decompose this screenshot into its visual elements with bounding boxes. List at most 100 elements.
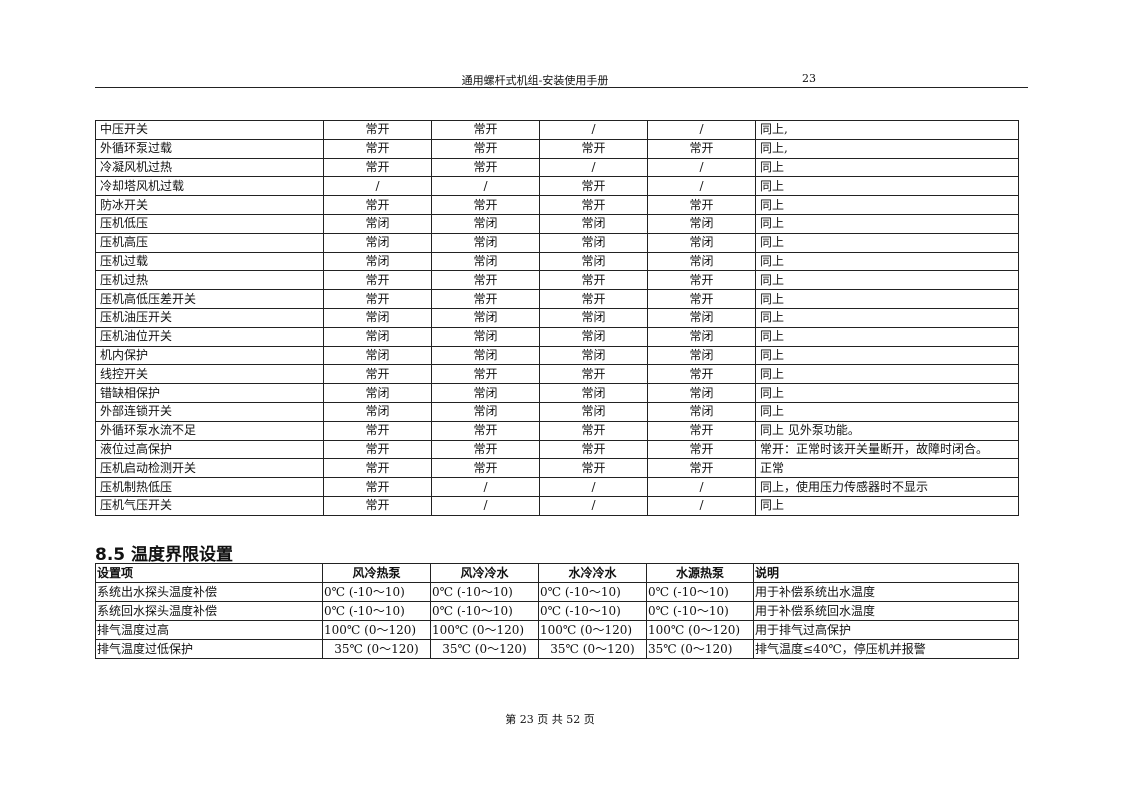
value-cell: 常闭 (431, 232, 540, 253)
remark-cell: 同上 (755, 195, 1019, 215)
value-cell: 0℃ (-10～10) (646, 582, 754, 602)
value-cell: 常闭 (323, 232, 432, 253)
row-label: 压机低压 (95, 213, 324, 234)
row-label: 机内保护 (95, 345, 324, 366)
value-cell: 常闭 (323, 401, 432, 422)
value-cell: 水源热泵 (646, 563, 754, 583)
row-label: 外循环泵水流不足 (95, 420, 324, 441)
remark-cell: 排气温度≤40℃，停压机并报警 (753, 639, 1019, 659)
value-cell: 常开 (539, 458, 648, 479)
table-row: 防冰开关 常开 常开 常开 常开 同上 (95, 195, 1019, 215)
row-label: 中压开关 (95, 120, 324, 140)
value-cell: 常闭 (539, 401, 648, 422)
row-label: 排气温度过高 (95, 620, 323, 640)
value-cell: 常闭 (647, 326, 756, 347)
row-label: 压机油位开关 (95, 326, 324, 347)
remark-cell: 正常 (755, 458, 1019, 479)
row-label: 压机过载 (95, 251, 324, 272)
value-cell: / (323, 176, 432, 197)
row-label: 压机油压开关 (95, 307, 324, 328)
value-cell: 35℃ (0～120) (538, 639, 647, 659)
value-cell: 常开 (431, 364, 540, 385)
table-row: 压机高压 常闭 常闭 常闭 常闭 同上 (95, 232, 1019, 253)
table-row: 压机高低压差开关 常开 常开 常开 常开 同上 (95, 289, 1019, 309)
value-cell: 常开 (647, 420, 756, 441)
table-row: 液位过高保护 常开 常开 常开 常开 常开：正常时该开关量断开，故障时闭合。 (95, 439, 1019, 460)
value-cell: 常开 (323, 477, 432, 497)
value-cell: 35℃ (0～120) (646, 639, 754, 659)
temperature-limit-table: 设置项 风冷热泵 风冷冷水 水冷冷水 水源热泵 说明 系统出水探头温度补偿 0℃ (-10～1… (95, 563, 1019, 659)
row-label: 设置项 (95, 563, 323, 583)
value-cell: 常开 (647, 138, 756, 159)
table-row: 系统出水探头温度补偿 0℃ (-10～10) 0℃ (-10～10) 0℃ (-10～… (95, 582, 1019, 602)
value-cell: 常开 (431, 195, 540, 215)
value-cell: / (539, 477, 648, 497)
value-cell: / (647, 495, 756, 516)
value-cell: 常开 (431, 157, 540, 178)
value-cell: 常闭 (431, 326, 540, 347)
remark-cell: 同上 (755, 157, 1019, 178)
table-row: 线控开关 常开 常开 常开 常开 同上 (95, 364, 1019, 385)
switch-status-table: 中压开关 常开 常开 / / 同上, 外循环泵过载 常开 常开 常开 常开 同上, 冷凝风机过热 常开 常开… (95, 120, 1019, 516)
row-label: 压机制热低压 (95, 477, 324, 497)
row-label: 外部连锁开关 (95, 401, 324, 422)
value-cell: 100℃ (0～120) (430, 620, 539, 640)
value-cell: 0℃ (-10～10) (322, 601, 431, 621)
remark-cell: 同上 (755, 326, 1019, 347)
value-cell: / (539, 120, 648, 140)
row-label: 错缺相保护 (95, 383, 324, 403)
value-cell: 常开 (647, 364, 756, 385)
table-row: 压机过热 常开 常开 常开 常开 同上 (95, 270, 1019, 291)
value-cell: 常闭 (323, 326, 432, 347)
value-cell: 常开 (539, 364, 648, 385)
value-cell: 常闭 (323, 213, 432, 234)
value-cell: 风冷冷水 (430, 563, 539, 583)
remark-cell: 同上 (755, 364, 1019, 385)
remark-cell: 同上，使用压力传感器时不显示 (755, 477, 1019, 497)
value-cell: 常闭 (647, 213, 756, 234)
value-cell: 常开 (431, 270, 540, 291)
row-label: 压机高低压差开关 (95, 289, 324, 309)
value-cell: 0℃ (-10～10) (322, 582, 431, 602)
value-cell: 常开 (539, 270, 648, 291)
value-cell: 常闭 (539, 213, 648, 234)
value-cell: 常闭 (431, 401, 540, 422)
value-cell: 常闭 (539, 345, 648, 366)
value-cell: 0℃ (-10～10) (538, 582, 647, 602)
row-label: 冷凝风机过热 (95, 157, 324, 178)
value-cell: 常开 (431, 138, 540, 159)
remark-cell: 同上 (755, 383, 1019, 403)
value-cell: 常闭 (323, 383, 432, 403)
table-row: 压机气压开关 常开 / / / 同上 (95, 495, 1019, 516)
value-cell: 常开 (323, 495, 432, 516)
value-cell: 常闭 (431, 345, 540, 366)
value-cell: 常开 (647, 439, 756, 460)
value-cell: / (431, 176, 540, 197)
value-cell: 35℃ (0～120) (430, 639, 539, 659)
table-row: 错缺相保护 常闭 常闭 常闭 常闭 同上 (95, 383, 1019, 403)
value-cell: 常开 (647, 270, 756, 291)
table-row: 压机制热低压 常开 / / / 同上，使用压力传感器时不显示 (95, 477, 1019, 497)
value-cell: 常开 (431, 120, 540, 140)
value-cell: 常闭 (647, 383, 756, 403)
value-cell: / (539, 157, 648, 178)
value-cell: 0℃ (-10～10) (646, 601, 754, 621)
remark-cell: 用于补偿系统出水温度 (753, 582, 1019, 602)
row-label: 系统出水探头温度补偿 (95, 582, 323, 602)
value-cell: 常闭 (323, 345, 432, 366)
remark-cell: 同上, (755, 120, 1019, 140)
value-cell: 常闭 (647, 232, 756, 253)
row-label: 外循环泵过载 (95, 138, 324, 159)
table-row: 压机启动检测开关 常开 常开 常开 常开 正常 (95, 458, 1019, 479)
remark-cell: 同上 见外泵功能。 (755, 420, 1019, 441)
remark-cell: 同上 (755, 289, 1019, 309)
value-cell: 常开 (323, 157, 432, 178)
table-row: 外部连锁开关 常闭 常闭 常闭 常闭 同上 (95, 401, 1019, 422)
remark-cell: 同上 (755, 495, 1019, 516)
row-label: 压机高压 (95, 232, 324, 253)
value-cell: / (647, 477, 756, 497)
value-cell: 常闭 (539, 232, 648, 253)
value-cell: 常闭 (647, 307, 756, 328)
table-row: 冷凝风机过热 常开 常开 / / 同上 (95, 157, 1019, 178)
value-cell: 常开 (539, 439, 648, 460)
